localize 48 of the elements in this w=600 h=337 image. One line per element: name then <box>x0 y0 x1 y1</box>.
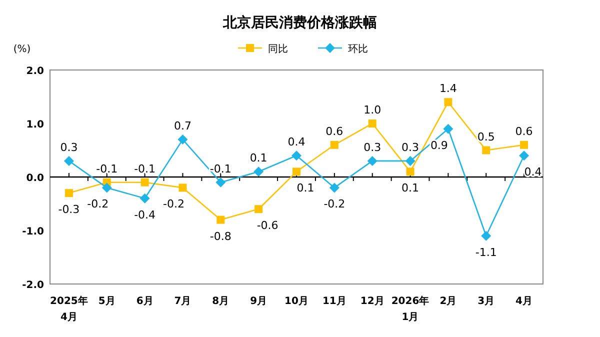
x-tick-label: 4月 <box>516 296 533 307</box>
data-label: 0.4 <box>524 166 542 179</box>
data-label: -0.6 <box>256 219 278 232</box>
x-tick-label: 2月 <box>440 296 457 307</box>
x-tick-label: 3月 <box>478 296 495 307</box>
legend-label: 环比 <box>348 43 368 55</box>
data-label: -0.2 <box>87 198 109 211</box>
x-tick-label: 6月 <box>136 296 154 307</box>
data-label: -0.2 <box>324 198 346 211</box>
data-label: -0.3 <box>58 203 80 216</box>
data-label: -0.4 <box>134 208 156 222</box>
data-label: 0.3 <box>60 140 78 154</box>
data-label: 0.1 <box>250 152 268 165</box>
y-tick-label: 2.0 <box>26 66 44 77</box>
x-tick-label: 2025年 4月 <box>50 295 88 323</box>
data-label: -0.1 <box>96 162 118 176</box>
data-label: 0.7 <box>174 120 192 133</box>
data-label: -0.1 <box>134 162 156 176</box>
data-label: 1.0 <box>364 104 382 116</box>
y-tick-label: -2.0 <box>22 280 44 291</box>
x-tick-label: 8月 <box>212 296 230 307</box>
x-tick-label: 11月 <box>322 296 346 307</box>
data-label: 0.4 <box>288 136 306 149</box>
x-tick-label: 5月 <box>98 296 116 307</box>
y-tick-label: 1.0 <box>26 120 44 130</box>
data-label: 0.5 <box>477 130 495 144</box>
x-tick-label: 2026年 1月 <box>391 295 430 323</box>
data-label: 0.1 <box>296 182 314 195</box>
data-label: 0.3 <box>364 140 382 154</box>
data-label: 0.6 <box>326 124 344 138</box>
data-label: 0.3 <box>402 140 420 154</box>
data-label: 0.1 <box>402 182 420 195</box>
legend-label: 同比 <box>268 43 288 55</box>
x-tick-label: 10月 <box>284 296 308 307</box>
y-tick-label: 0.0 <box>26 173 44 184</box>
chart-title: 北京居民消费价格涨跌幅 <box>222 14 377 31</box>
data-label: 1.4 <box>439 82 457 96</box>
data-label: 0.9 <box>430 138 448 152</box>
data-label: 0.6 <box>515 124 533 138</box>
x-tick-label: 9月 <box>250 296 268 307</box>
x-tick-label: 7月 <box>174 296 192 307</box>
data-label: -0.1 <box>210 162 232 176</box>
data-label: -1.1 <box>475 246 497 259</box>
y-tick-label: -1.0 <box>22 226 44 238</box>
data-label: -0.8 <box>210 230 232 243</box>
data-label: -0.2 <box>162 198 184 211</box>
y-axis-title: (%) <box>13 44 31 55</box>
x-tick-label: 12月 <box>360 296 384 307</box>
